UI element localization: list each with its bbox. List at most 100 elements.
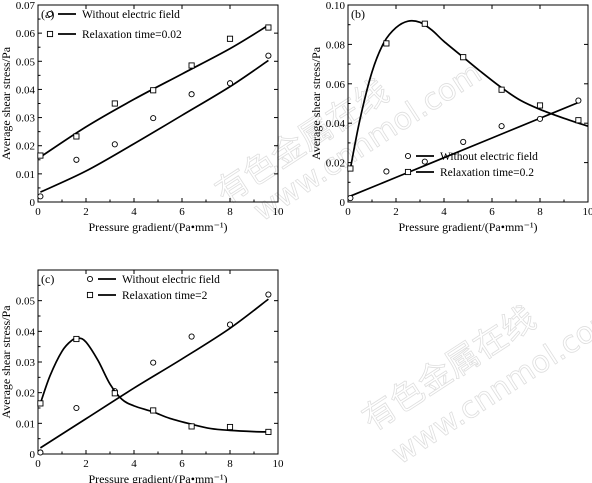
data-point-square bbox=[111, 100, 118, 107]
data-point-square bbox=[37, 400, 44, 407]
data-point-circle bbox=[188, 333, 195, 340]
x-tick-label: 8 bbox=[537, 206, 543, 218]
fit-curve bbox=[39, 337, 269, 433]
data-point-circle bbox=[188, 91, 195, 98]
data-point-circle bbox=[536, 115, 544, 122]
x-tick-label: 10 bbox=[273, 206, 285, 218]
x-tick-label: 2 bbox=[83, 458, 89, 470]
data-point-square bbox=[150, 407, 157, 414]
y-tick-label: 0.10 bbox=[326, 0, 346, 12]
y-tick-label: 0.07 bbox=[16, 0, 36, 12]
x-axis-title: Pressure gradient/(Pa•mm⁻¹) bbox=[398, 220, 537, 234]
data-point-square bbox=[111, 390, 118, 397]
data-point-circle bbox=[226, 80, 234, 87]
y-tick-label: 0 bbox=[30, 449, 36, 461]
x-tick-label: 10 bbox=[583, 206, 592, 218]
data-point-circle bbox=[575, 97, 582, 104]
data-point-square bbox=[347, 165, 354, 172]
y-tick-label: 0.04 bbox=[16, 84, 36, 96]
legend-label: Without electric field bbox=[440, 151, 538, 163]
data-point-square bbox=[150, 87, 157, 94]
data-point-square bbox=[536, 102, 544, 109]
data-point-circle bbox=[498, 123, 505, 130]
y-tick-label: 0.01 bbox=[16, 169, 35, 181]
y-tick-label: 0.03 bbox=[16, 357, 36, 369]
y-axis-title: Average shear stress/Pa bbox=[0, 46, 13, 160]
legend-label: Without electric field bbox=[122, 274, 220, 286]
y-tick-label: 0.03 bbox=[16, 113, 36, 125]
x-tick-label: 6 bbox=[179, 458, 185, 470]
y-tick-label: 0 bbox=[340, 197, 346, 209]
y-axis-title: Average shear stress/Pa bbox=[309, 46, 323, 160]
legend-label: Relaxation time=0.02 bbox=[82, 29, 182, 41]
data-point-circle bbox=[460, 138, 467, 145]
x-tick-label: 0 bbox=[35, 458, 41, 470]
y-tick-label: 0.05 bbox=[16, 296, 36, 308]
y-tick-label: 0.02 bbox=[16, 141, 35, 153]
fit-curve bbox=[40, 59, 269, 193]
data-point-circle bbox=[226, 321, 234, 328]
legend-marker-circle bbox=[46, 10, 54, 18]
data-point-circle bbox=[347, 195, 354, 202]
x-tick-label: 0 bbox=[345, 206, 351, 218]
legend-entry: Without electric field bbox=[86, 274, 220, 286]
data-point-circle bbox=[265, 52, 272, 59]
y-tick-label: 0.04 bbox=[326, 118, 346, 130]
x-tick-label: 2 bbox=[393, 206, 399, 218]
data-point-square bbox=[421, 20, 428, 27]
series-relaxation bbox=[347, 19, 589, 172]
data-point-square bbox=[498, 86, 505, 93]
y-tick-label: 0.06 bbox=[326, 79, 346, 91]
x-axis-title: Pressure gradient/(Pa•mm⁻¹) bbox=[88, 472, 227, 483]
fit-curve bbox=[349, 19, 589, 169]
legend-entry: Without electric field bbox=[404, 151, 538, 163]
panel-label: (c) bbox=[41, 272, 54, 286]
x-tick-label: 4 bbox=[131, 206, 137, 218]
fit-curve bbox=[39, 24, 269, 158]
chart-panel-c: 0 2 4 6 8 10 0 0.01 0.02 0.03 0.04 0.05 Pressure gra… bbox=[0, 269, 284, 483]
chart-panel-a: 0 2 4 6 8 10 0 0.01 0.02 0.03 0.04 0.05 0.06 0.07 Pres… bbox=[0, 0, 284, 234]
data-point-circle bbox=[37, 449, 44, 456]
data-point-circle bbox=[150, 359, 157, 366]
legend-entry: Relaxation time=2 bbox=[86, 290, 208, 302]
series-without-field bbox=[347, 97, 582, 202]
legend-marker-square bbox=[404, 168, 412, 176]
data-point-circle bbox=[73, 404, 80, 412]
data-point-circle bbox=[111, 141, 118, 148]
data-point-circle bbox=[73, 156, 80, 163]
x-tick-label: 0 bbox=[35, 206, 41, 218]
legend-marker-circle bbox=[86, 275, 94, 283]
x-axis-title: Pressure gradient/(Pa•mm⁻¹) bbox=[88, 220, 227, 234]
data-point-square bbox=[73, 335, 80, 343]
legend-entry: Relaxation time=0.2 bbox=[404, 167, 534, 179]
panel-label: (b) bbox=[351, 7, 365, 21]
y-tick-label: 0.05 bbox=[16, 56, 36, 68]
x-tick-label: 2 bbox=[83, 206, 89, 218]
legend-entry: Without electric field bbox=[46, 9, 180, 21]
legend-entry: Relaxation time=0.02 bbox=[46, 29, 182, 41]
y-tick-label: 0.08 bbox=[326, 39, 346, 51]
legend-label: Relaxation time=2 bbox=[122, 290, 208, 302]
x-tick-label: 4 bbox=[131, 458, 137, 470]
series-relaxation bbox=[37, 24, 272, 159]
y-tick-label: 0 bbox=[30, 197, 36, 209]
legend-label: Relaxation time=0.2 bbox=[440, 167, 534, 179]
y-axis-title: Average shear stress/Pa bbox=[0, 305, 13, 419]
x-tick-label: 8 bbox=[227, 458, 233, 470]
y-tick-label: 0.02 bbox=[326, 158, 345, 170]
data-point-circle bbox=[383, 168, 390, 175]
data-point-circle bbox=[265, 291, 272, 298]
data-point-circle bbox=[150, 115, 157, 122]
data-point-circle bbox=[37, 193, 44, 200]
data-point-square bbox=[265, 428, 272, 435]
legend-marker-square bbox=[46, 30, 54, 38]
data-point-square bbox=[575, 117, 582, 124]
data-point-circle bbox=[421, 158, 428, 165]
x-tick-label: 8 bbox=[227, 206, 233, 218]
data-point-square bbox=[460, 54, 467, 61]
data-point-square bbox=[188, 423, 195, 430]
data-point-square bbox=[383, 40, 390, 47]
series-relaxation bbox=[37, 335, 272, 435]
x-tick-label: 6 bbox=[179, 206, 185, 218]
